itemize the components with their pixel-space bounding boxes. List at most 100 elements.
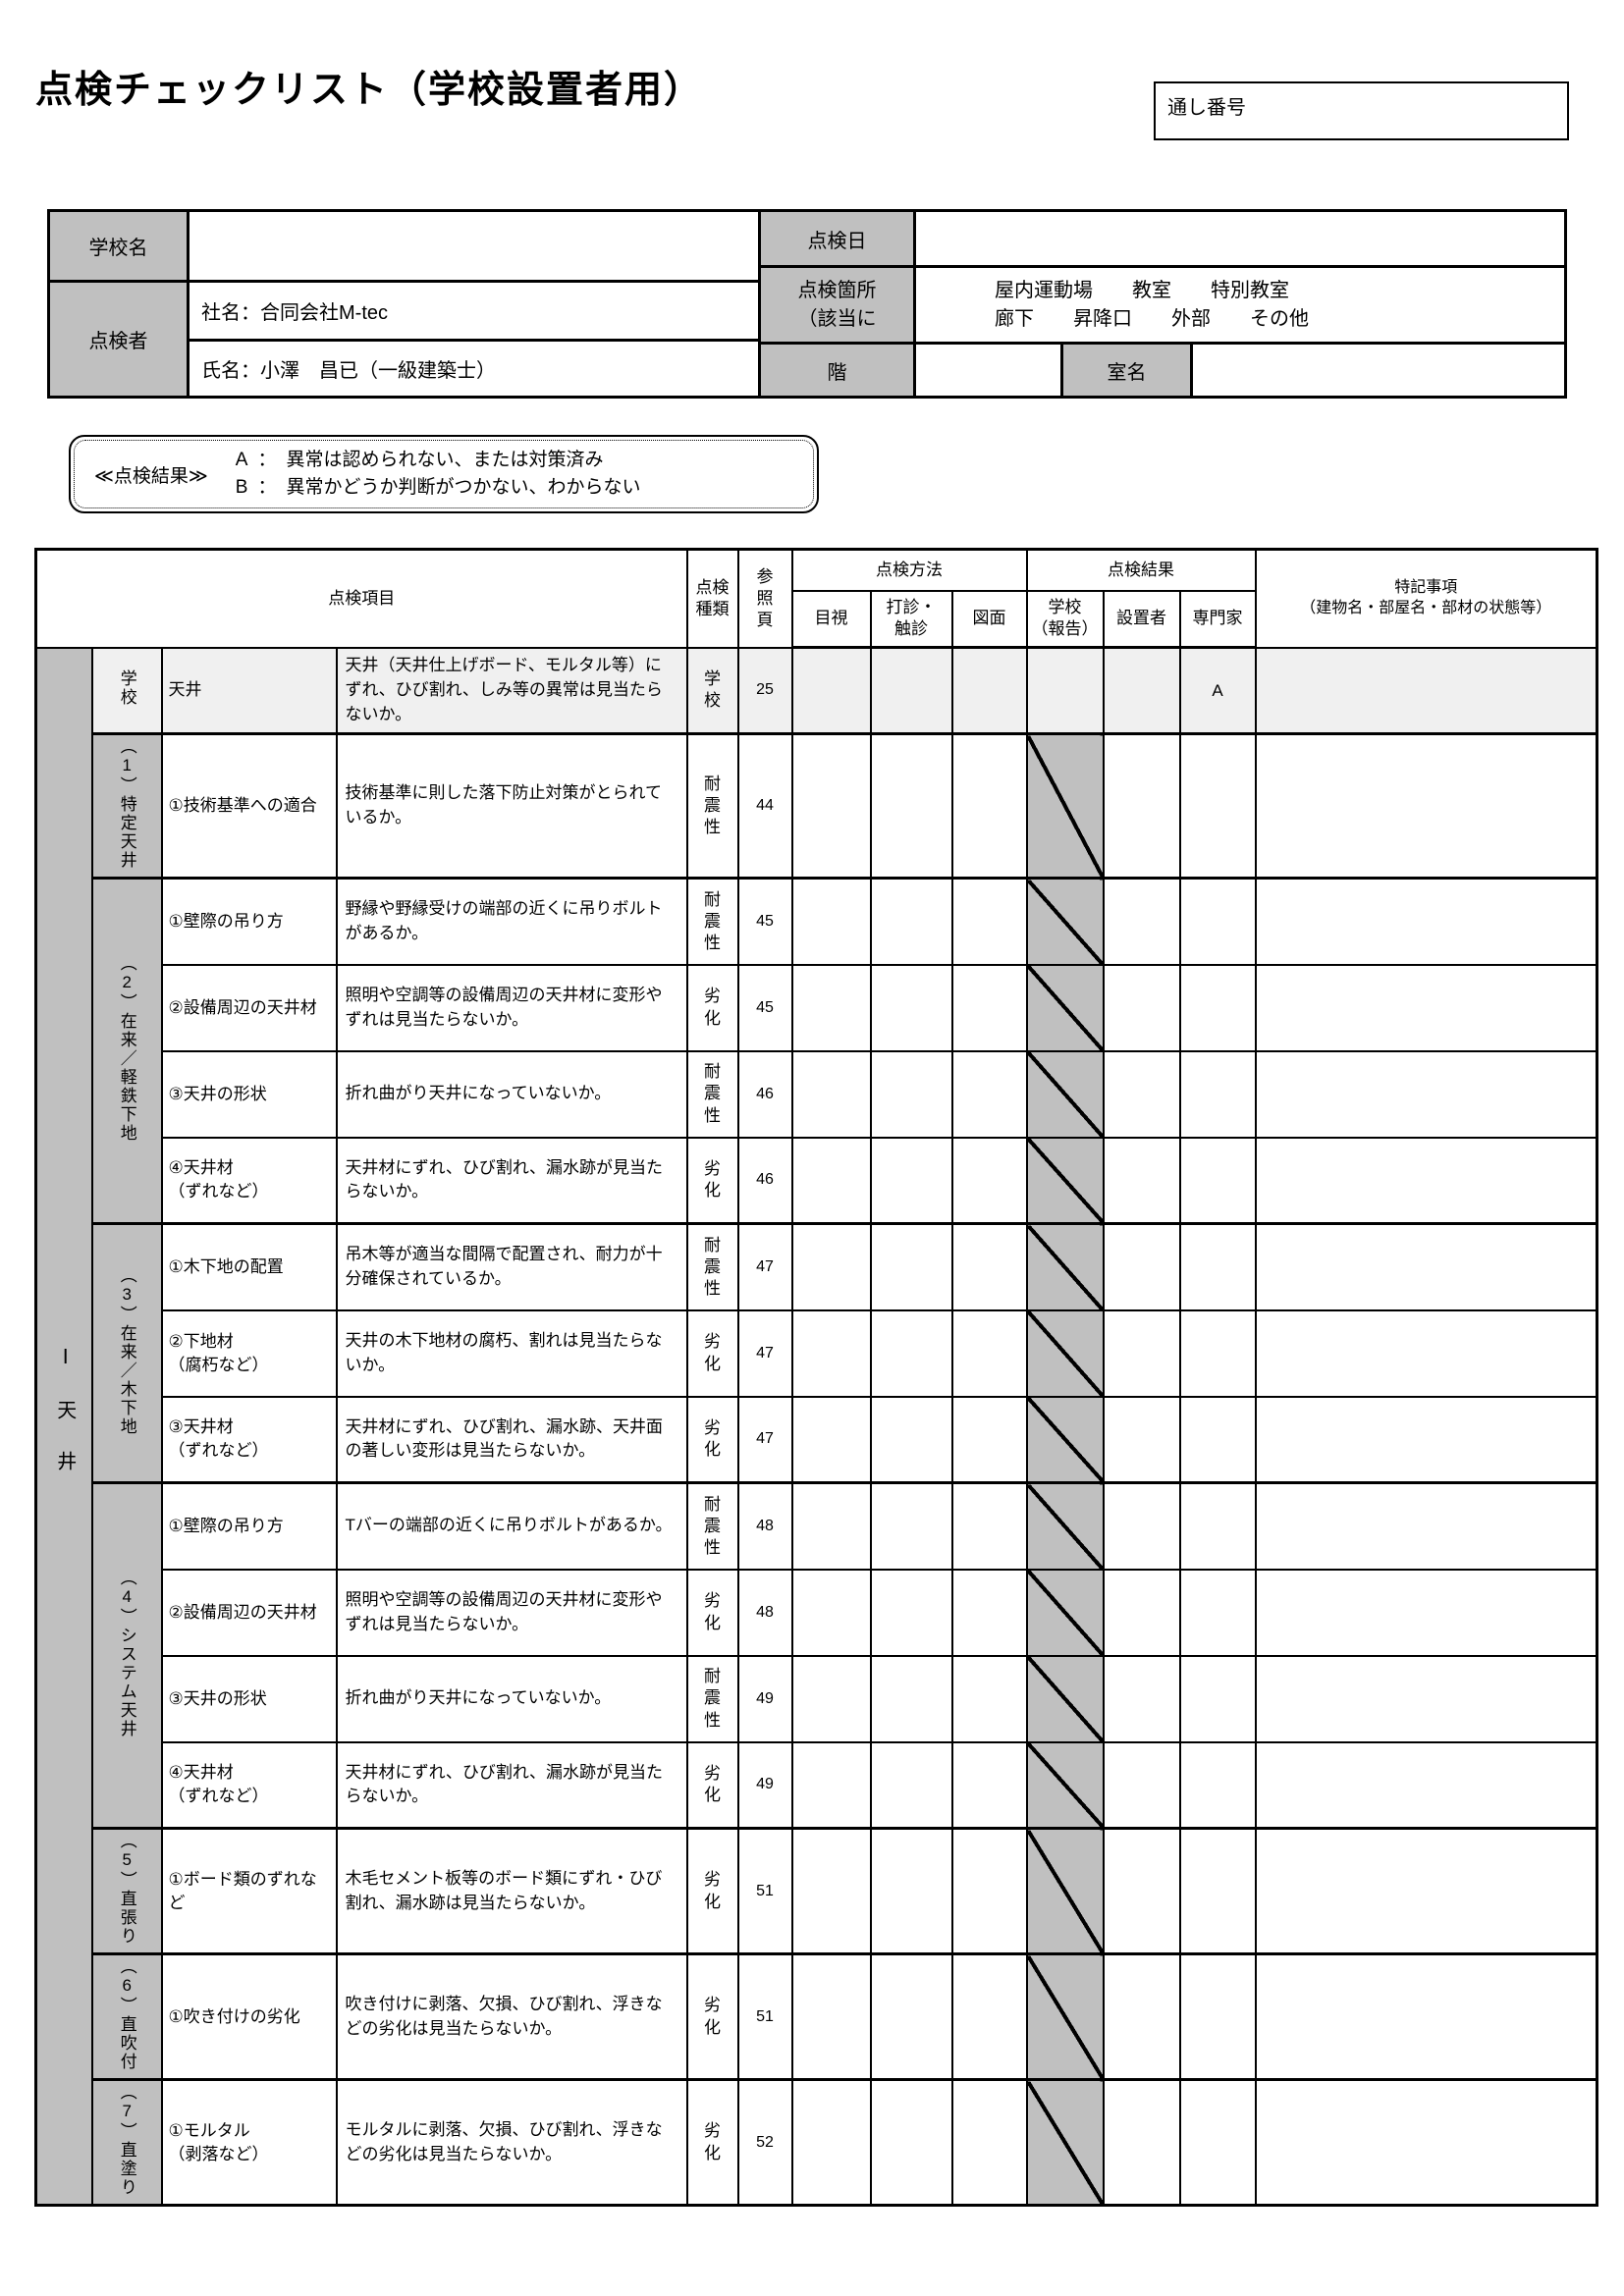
installer-result-cell[interactable] xyxy=(1103,1222,1181,1311)
tap-cell[interactable] xyxy=(870,1395,953,1484)
tap-cell[interactable] xyxy=(870,1308,953,1398)
notes-cell[interactable] xyxy=(1254,1136,1598,1225)
installer-result-cell[interactable] xyxy=(1103,1568,1181,1657)
tap-cell[interactable] xyxy=(870,1481,953,1571)
room-name-field[interactable] xyxy=(1190,342,1567,399)
expert-result-cell[interactable] xyxy=(1179,1136,1257,1225)
tap-cell[interactable] xyxy=(870,1952,953,2081)
tap-cell[interactable] xyxy=(870,877,953,966)
visual-cell[interactable] xyxy=(790,2078,872,2207)
drawing-cell[interactable] xyxy=(950,877,1028,966)
inspection-date-field[interactable] xyxy=(913,209,1567,268)
visual-cell[interactable] xyxy=(790,1049,872,1139)
drawing-cell[interactable] xyxy=(950,1136,1028,1225)
drawing-cell[interactable] xyxy=(950,1395,1028,1484)
expert-result-cell[interactable] xyxy=(1179,1481,1257,1571)
tap-cell[interactable] xyxy=(870,1740,953,1830)
visual-cell[interactable] xyxy=(790,1481,872,1571)
notes-cell[interactable] xyxy=(1254,963,1598,1052)
tap-cell[interactable] xyxy=(870,1654,953,1743)
installer-result-cell[interactable] xyxy=(1103,1395,1181,1484)
notes-cell[interactable] xyxy=(1254,646,1598,735)
drawing-cell[interactable] xyxy=(950,2078,1028,2207)
installer-result-cell[interactable] xyxy=(1103,1952,1181,2081)
visual-cell[interactable] xyxy=(790,963,872,1052)
installer-result-cell[interactable] xyxy=(1103,1654,1181,1743)
expert-result-cell[interactable] xyxy=(1179,1308,1257,1398)
visual-cell[interactable] xyxy=(790,1952,872,2081)
notes-cell[interactable] xyxy=(1254,877,1598,966)
expert-result-cell[interactable] xyxy=(1179,1049,1257,1139)
expert-result-cell[interactable] xyxy=(1179,1952,1257,2081)
visual-cell[interactable] xyxy=(790,1136,872,1225)
notes-cell[interactable] xyxy=(1254,1568,1598,1657)
notes-cell[interactable] xyxy=(1254,1049,1598,1139)
tap-cell[interactable] xyxy=(870,963,953,1052)
installer-result-cell[interactable] xyxy=(1103,646,1181,735)
notes-cell[interactable] xyxy=(1254,732,1598,880)
installer-result-cell[interactable] xyxy=(1103,1136,1181,1225)
notes-cell[interactable] xyxy=(1254,1481,1598,1571)
visual-cell[interactable] xyxy=(790,1222,872,1311)
drawing-cell[interactable] xyxy=(950,963,1028,1052)
installer-result-cell[interactable] xyxy=(1103,877,1181,966)
drawing-cell[interactable] xyxy=(950,646,1028,735)
drawing-cell[interactable] xyxy=(950,1308,1028,1398)
drawing-cell[interactable] xyxy=(950,1827,1028,1955)
expert-result-cell[interactable] xyxy=(1179,2078,1257,2207)
tap-cell[interactable] xyxy=(870,1049,953,1139)
installer-result-cell[interactable] xyxy=(1103,1049,1181,1139)
tap-cell[interactable] xyxy=(870,646,953,735)
installer-result-cell[interactable] xyxy=(1103,1308,1181,1398)
visual-cell[interactable] xyxy=(790,646,872,735)
notes-cell[interactable] xyxy=(1254,1222,1598,1311)
drawing-cell[interactable] xyxy=(950,1654,1028,1743)
installer-result-cell[interactable] xyxy=(1103,732,1181,880)
installer-result-cell[interactable] xyxy=(1103,1481,1181,1571)
drawing-cell[interactable] xyxy=(950,1952,1028,2081)
tap-cell[interactable] xyxy=(870,1136,953,1225)
expert-result-cell[interactable] xyxy=(1179,1654,1257,1743)
expert-result-cell[interactable] xyxy=(1179,963,1257,1052)
visual-cell[interactable] xyxy=(790,1568,872,1657)
expert-result-cell[interactable]: A xyxy=(1179,646,1257,735)
drawing-cell[interactable] xyxy=(950,732,1028,880)
installer-result-cell[interactable] xyxy=(1103,963,1181,1052)
expert-result-cell[interactable] xyxy=(1179,877,1257,966)
notes-cell[interactable] xyxy=(1254,1740,1598,1830)
expert-result-cell[interactable] xyxy=(1179,1222,1257,1311)
expert-result-cell[interactable] xyxy=(1179,1568,1257,1657)
notes-cell[interactable] xyxy=(1254,1308,1598,1398)
expert-result-cell[interactable] xyxy=(1179,1827,1257,1955)
tap-cell[interactable] xyxy=(870,1222,953,1311)
notes-cell[interactable] xyxy=(1254,1827,1598,1955)
floor-field[interactable] xyxy=(913,342,1063,399)
school-name-field[interactable] xyxy=(187,209,761,283)
tap-cell[interactable] xyxy=(870,732,953,880)
visual-cell[interactable] xyxy=(790,1654,872,1743)
visual-cell[interactable] xyxy=(790,1740,872,1830)
tap-cell[interactable] xyxy=(870,1827,953,1955)
visual-cell[interactable] xyxy=(790,1308,872,1398)
installer-result-cell[interactable] xyxy=(1103,1740,1181,1830)
visual-cell[interactable] xyxy=(790,732,872,880)
notes-cell[interactable] xyxy=(1254,1654,1598,1743)
expert-result-cell[interactable] xyxy=(1179,1395,1257,1484)
serial-number-box[interactable]: 通し番号 xyxy=(1154,81,1569,140)
notes-cell[interactable] xyxy=(1254,2078,1598,2207)
expert-result-cell[interactable] xyxy=(1179,1740,1257,1830)
installer-result-cell[interactable] xyxy=(1103,2078,1181,2207)
drawing-cell[interactable] xyxy=(950,1222,1028,1311)
notes-cell[interactable] xyxy=(1254,1952,1598,2081)
drawing-cell[interactable] xyxy=(950,1481,1028,1571)
visual-cell[interactable] xyxy=(790,1827,872,1955)
visual-cell[interactable] xyxy=(790,1395,872,1484)
installer-result-cell[interactable] xyxy=(1103,1827,1181,1955)
notes-cell[interactable] xyxy=(1254,1395,1598,1484)
school-result-cell[interactable] xyxy=(1025,646,1105,735)
drawing-cell[interactable] xyxy=(950,1740,1028,1830)
tap-cell[interactable] xyxy=(870,2078,953,2207)
drawing-cell[interactable] xyxy=(950,1049,1028,1139)
inspection-location-options[interactable]: 屋内運動場 教室 特別教室 廊下 昇降口 外部 その他 xyxy=(913,265,1567,345)
drawing-cell[interactable] xyxy=(950,1568,1028,1657)
